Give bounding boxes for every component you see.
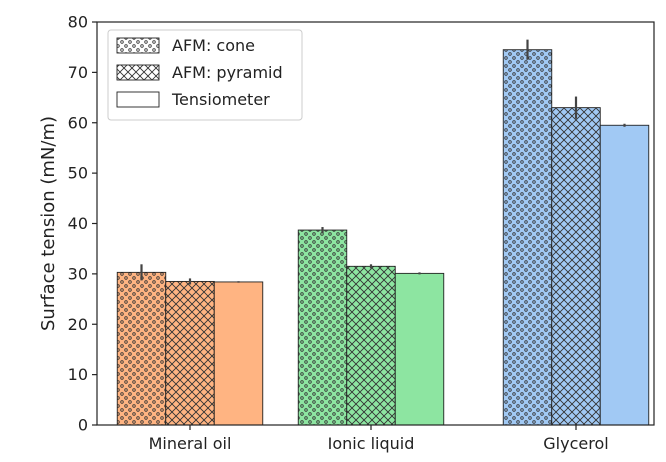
legend-label: Tensiometer	[171, 90, 270, 109]
y-tick-label: 0	[78, 416, 88, 435]
y-tick-label: 40	[68, 214, 88, 233]
bar-ionic-liquid-afm-pyramid	[346, 265, 396, 426]
y-tick-label: 20	[68, 315, 88, 334]
legend-label: AFM: pyramid	[172, 63, 283, 82]
y-tick-label: 50	[68, 164, 88, 183]
legend-swatch	[116, 91, 160, 108]
bar-mineral-oil-afm-pyramid	[165, 280, 215, 426]
bar-glycerol-tensiometer	[599, 124, 650, 426]
bar-mineral-oil-afm-cone	[116, 271, 167, 426]
bars-group	[116, 49, 650, 426]
x-tick-label: Ionic liquid	[328, 434, 415, 453]
y-tick-label: 80	[68, 13, 88, 32]
bar-mineral-oil-tensiometer	[213, 281, 264, 426]
legend: AFM: cone AFM: pyramid Tensiometer	[107, 29, 303, 121]
x-tick-label: Mineral oil	[149, 434, 232, 453]
x-axis: Mineral oil Ionic liquid Glycerol	[149, 425, 609, 453]
y-tick-label: 60	[68, 113, 88, 132]
bar-ionic-liquid-afm-cone	[297, 229, 348, 426]
x-tick-label: Glycerol	[543, 434, 608, 453]
legend-label: AFM: cone	[172, 36, 255, 55]
y-tick-label: 70	[68, 63, 88, 82]
bar-ionic-liquid-tensiometer	[394, 272, 445, 426]
y-tick-label: 30	[68, 264, 88, 283]
y-axis: 0 10 20 30 40 50 60 70 80	[68, 13, 97, 435]
legend-swatch	[116, 64, 160, 81]
legend-swatch	[116, 37, 160, 54]
bar-glycerol-afm-cone	[502, 49, 553, 426]
y-axis-label: Surface tension (mN/m)	[38, 116, 59, 331]
error-bars-group	[140, 39, 626, 285]
bar-glycerol-afm-pyramid	[551, 107, 601, 426]
y-tick-label: 10	[68, 365, 88, 384]
